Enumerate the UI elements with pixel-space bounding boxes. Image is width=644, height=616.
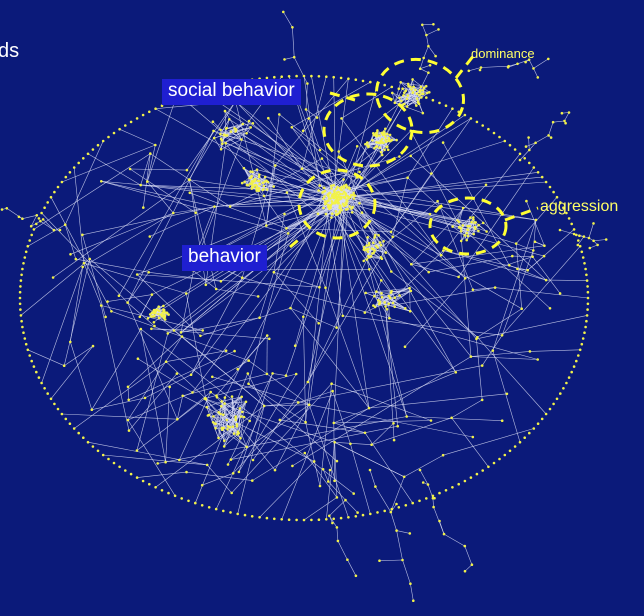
social-behavior-label: social behavior [162,79,301,105]
graph-nodes [0,10,608,602]
behavior-cluster-circle [297,168,377,240]
social-behavior-connector [329,91,356,102]
behavior-label: behavior [182,245,267,271]
social-behavior-cluster-circle [322,92,414,168]
behavior-connector [289,234,304,249]
dominance-cluster-circle [374,57,466,135]
dominance-connector [454,54,476,79]
aggression-label: aggression [540,198,619,215]
aggression-connector [504,206,539,222]
cut-off-title-text: ds [0,40,20,62]
aggression-cluster-circle [428,196,508,256]
cluster-highlights [289,54,539,256]
dominance-label: dominance [471,46,535,61]
graph-edges [1,11,607,601]
